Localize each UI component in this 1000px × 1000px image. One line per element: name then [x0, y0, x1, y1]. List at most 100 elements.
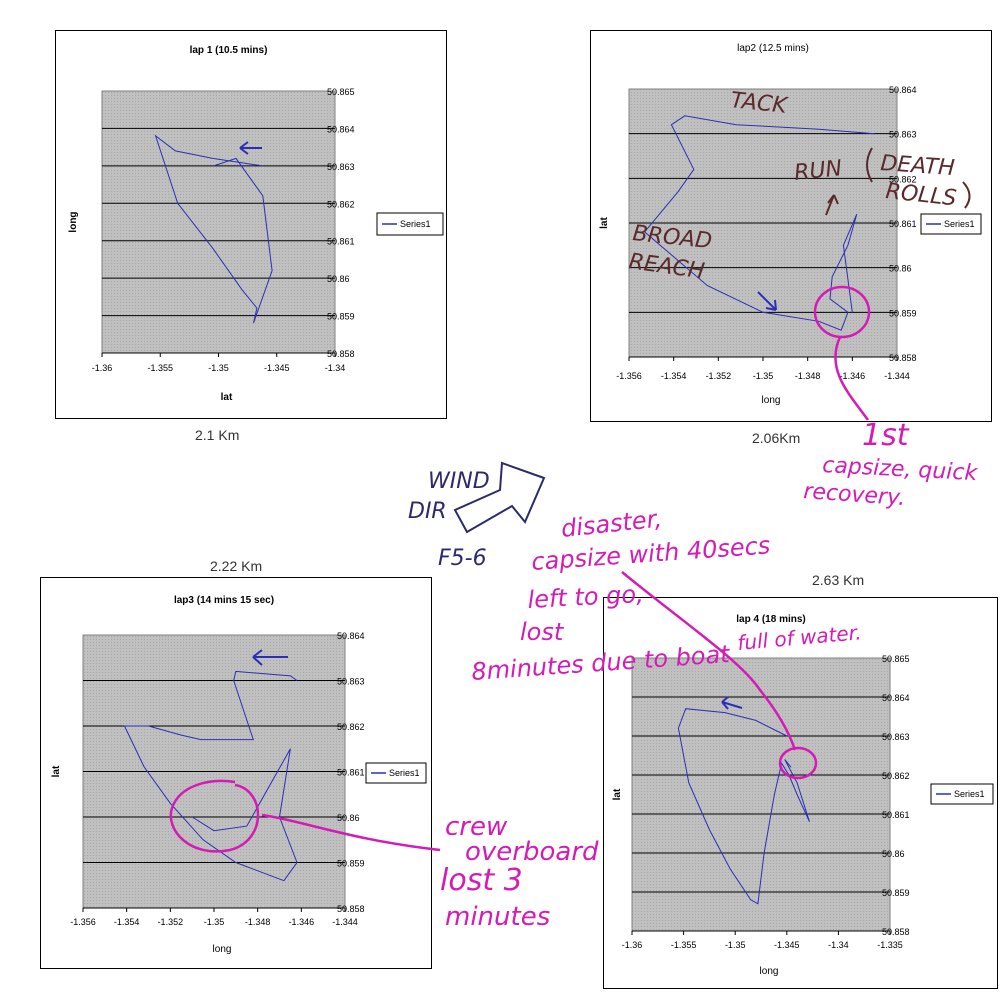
- lap4-y-tick-label: 50.863: [882, 732, 910, 742]
- lap1-plot-area: [101, 90, 336, 354]
- lap4-y-tick-label: 50.859: [882, 888, 910, 898]
- disaster-pointer: [621, 571, 818, 780]
- lap3-y-tick-label: 50.859: [337, 859, 365, 869]
- wind-direction-arrow: [453, 461, 546, 534]
- lap4-y-tick-label: 50.864: [882, 693, 910, 703]
- lap3-x-axis-label: long: [213, 944, 232, 955]
- lap4-series-line: [677, 708, 810, 905]
- death-rolls-brackets: [825, 147, 971, 216]
- dir-note: DIR: [408, 499, 447, 524]
- lap1-x-tick-label: -1.345: [264, 363, 290, 373]
- lap4-x-tick-label: -1.345: [774, 940, 800, 950]
- lap1-distance-caption: 2.1 Km: [195, 427, 240, 443]
- lap4-x-tick-label: -1.34: [828, 940, 849, 950]
- lap1-chart-svg: 50.865 50.864 50.863 50.862 50.861 50.86 50.85…: [68, 45, 444, 403]
- lap2-y-tick-label: 50.864: [889, 85, 917, 95]
- lap4-x-tick-label: -1.335: [877, 940, 903, 950]
- force-note: F5-6: [438, 546, 487, 571]
- lap3-y-tick-label: 50.86: [337, 813, 360, 823]
- lap1-y-tick-label: 50.865: [327, 87, 355, 97]
- lap2-y-tick-label: 50.861: [889, 219, 917, 229]
- lap3-y-tick-label: 50.863: [337, 677, 365, 687]
- crew-overboard-circle: [169, 779, 441, 853]
- disaster-note-line6: full of water.: [736, 620, 862, 655]
- first-note: 1st: [862, 418, 910, 453]
- crew-note-line4: minutes: [445, 902, 550, 932]
- lap1-series-line: [154, 134, 273, 324]
- lap4-chart-svg: 50.865 50.864 50.863 50.862 50.861 50.86 50.85…: [612, 614, 994, 977]
- lap2-y-tick-label: 50.862: [889, 174, 917, 184]
- lap4-plot-area: [631, 657, 891, 932]
- lap4-x-tick-label: -1.35: [725, 940, 746, 950]
- lap1-y-tick-label: 50.861: [327, 237, 355, 247]
- lap2-chart-svg: 50.864 50.863 50.862 50.861 50.86 50.859 50.85…: [599, 43, 982, 406]
- lap3-direction-arrow: [252, 649, 288, 666]
- lap1-legend-label: Series1: [400, 219, 431, 229]
- lap3-chart-title: lap3 (14 mins 15 sec): [174, 595, 274, 606]
- tack-note: TACK: [729, 88, 789, 119]
- lap4-y-tick-label: 50.865: [882, 654, 910, 664]
- lap2-legend-box: [920, 213, 982, 235]
- lap2-x-tick-label: -1.356: [616, 371, 642, 381]
- lap2-x-axis-label: long: [762, 395, 781, 406]
- lap2-y-tick-label: 50.863: [889, 130, 917, 140]
- lap1-x-tick-label: -1.34: [325, 363, 346, 373]
- lap3-x-tick-label: -1.348: [245, 917, 271, 927]
- run-note: RUN: [793, 156, 843, 186]
- lap1-y-tick-label: 50.859: [327, 312, 355, 322]
- lap1-x-axis-label: lat: [221, 392, 233, 403]
- lap2-series-line: [643, 115, 875, 331]
- lap3-x-tick-label: -1.352: [158, 917, 184, 927]
- lap4-x-axis-label: long: [760, 966, 779, 977]
- lap2-x-tick-label: -1.352: [706, 371, 732, 381]
- crew-note-line2: overboard: [465, 837, 599, 867]
- lap3-x-tick-label: -1.356: [70, 917, 96, 927]
- lap4-x-tick-label: -1.355: [671, 940, 697, 950]
- lap3-x-tick-label: -1.354: [114, 917, 140, 927]
- lap1-y-tick-label: 50.864: [327, 124, 355, 134]
- lap2-x-tick-label: -1.35: [753, 371, 774, 381]
- lap3-x-tick-label: -1.344: [332, 917, 358, 927]
- disaster-note-line3: left to go,: [527, 580, 645, 614]
- lap2-y-tick-label: 50.86: [889, 264, 912, 274]
- lap3-series-line: [123, 670, 298, 882]
- lap1-y-tick-label: 50.862: [327, 199, 355, 209]
- lap3-x-tick-label: -1.346: [289, 917, 315, 927]
- lap4-y-axis-label: lat: [612, 788, 623, 800]
- lap2-x-tick-label: -1.354: [661, 371, 687, 381]
- lap2-y-axis-label: lat: [599, 216, 610, 228]
- lap3-y-tick-label: 50.862: [337, 722, 365, 732]
- lap4-chart-title: lap 4 (18 mins): [736, 614, 805, 625]
- lap1-x-tick-label: -1.36: [92, 363, 113, 373]
- lap2-legend-label: Series1: [944, 219, 975, 229]
- lap4-direction-arrow: [721, 696, 743, 710]
- lap4-chart: 50.865 50.864 50.863 50.862 50.861 50.86 50.85…: [603, 597, 998, 989]
- lap3-x-tick-label: -1.35: [204, 917, 225, 927]
- crew-note-line3: lost 3: [440, 863, 523, 898]
- death-note: DEATH: [880, 151, 956, 181]
- lap1-y-tick-label: 50.858: [327, 349, 355, 359]
- lap3-y-tick-label: 50.861: [337, 768, 365, 778]
- lap3-y-tick-label: 50.864: [337, 631, 365, 641]
- lap2-distance-caption: 2.06Km: [752, 430, 801, 446]
- lap2-x-tick-label: -1.344: [884, 371, 910, 381]
- reach-note: REACH: [627, 249, 706, 284]
- lap4-legend-box: [930, 783, 994, 805]
- recovery-note: recovery.: [803, 479, 907, 511]
- lap1-y-axis-label: long: [68, 211, 79, 232]
- lap3-chart: 50.864 50.863 50.862 50.861 50.86 50.859 50.85…: [40, 577, 432, 969]
- disaster-note-line1: disaster,: [560, 505, 663, 543]
- lap2-x-tick-label: -1.348: [795, 371, 821, 381]
- disaster-note-line5: 8minutes due to boat: [470, 640, 732, 686]
- lap1-y-tick-label: 50.863: [327, 162, 355, 172]
- lap2-chart-title: lap2 (12.5 mins): [737, 43, 809, 54]
- lap1-chart-title: lap 1 (10.5 mins): [190, 45, 268, 56]
- wind-note: WIND: [428, 469, 490, 494]
- lap1-x-tick-label: -1.35: [208, 363, 229, 373]
- lap3-chart-svg: 50.864 50.863 50.862 50.861 50.86 50.859 50.85…: [51, 595, 427, 955]
- lap4-y-tick-label: 50.862: [882, 771, 910, 781]
- disaster-note-line4: lost: [520, 618, 565, 646]
- lap3-distance-caption: 2.22 Km: [210, 558, 263, 574]
- lap4-y-tick-label: 50.858: [882, 927, 910, 937]
